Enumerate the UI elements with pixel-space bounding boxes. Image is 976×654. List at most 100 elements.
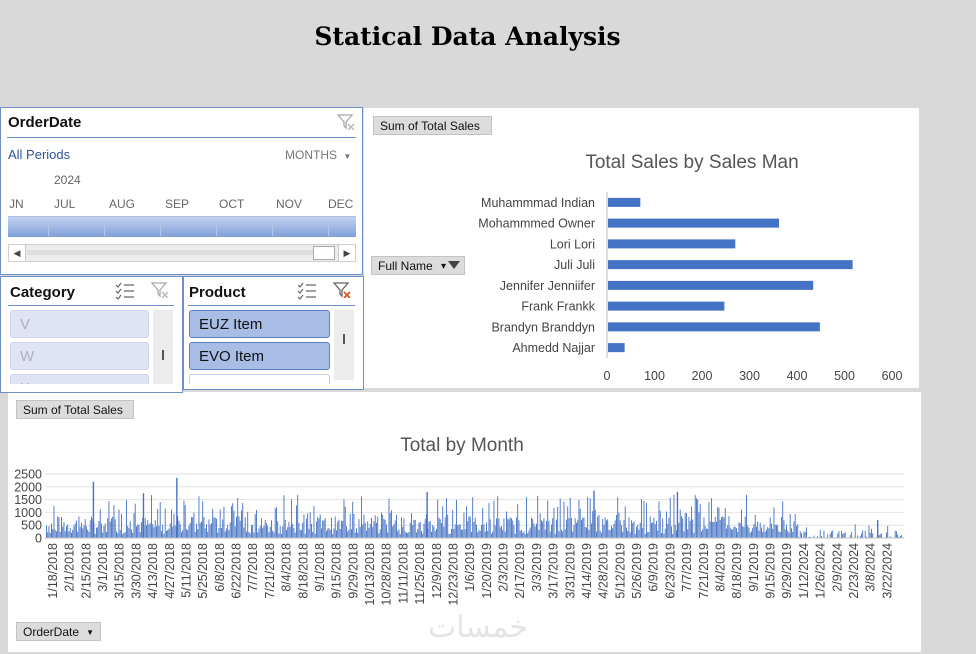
bar bbox=[282, 526, 284, 538]
bar bbox=[172, 526, 174, 538]
slicer-item[interactable]: W bbox=[10, 342, 149, 370]
sum-total-sales-field-button[interactable]: Sum of Total Sales bbox=[16, 400, 134, 419]
bar bbox=[194, 531, 196, 538]
bar bbox=[262, 527, 264, 538]
slicer-item[interactable] bbox=[189, 374, 330, 384]
bar bbox=[569, 497, 571, 538]
bar bbox=[511, 518, 512, 538]
bar bbox=[67, 524, 69, 538]
bar bbox=[549, 531, 551, 538]
bar bbox=[534, 526, 536, 538]
timeline-scrollbar[interactable]: ◀ ▶ bbox=[8, 244, 356, 262]
bar bbox=[186, 529, 187, 538]
bar bbox=[399, 534, 401, 538]
timeline-month[interactable]: DEC bbox=[328, 197, 354, 211]
bar bbox=[191, 517, 192, 538]
bar bbox=[407, 532, 409, 538]
slicer-item[interactable]: X bbox=[10, 374, 149, 384]
bar bbox=[197, 529, 199, 538]
bar bbox=[62, 526, 64, 538]
bar bbox=[666, 511, 667, 538]
bar bbox=[488, 503, 490, 538]
bar bbox=[504, 531, 506, 538]
x-tick-label: 3/31/2019 bbox=[563, 543, 577, 599]
clear-filter-icon[interactable] bbox=[337, 114, 355, 130]
bar bbox=[329, 529, 331, 538]
timeline-month[interactable]: OCT bbox=[219, 197, 245, 211]
bar bbox=[521, 529, 522, 538]
timeline-month[interactable]: SEP bbox=[165, 197, 190, 211]
multi-select-icon[interactable] bbox=[115, 282, 135, 300]
bar bbox=[734, 526, 736, 538]
full-name-field-button[interactable]: Full Name ▾ bbox=[371, 256, 465, 275]
bar bbox=[127, 526, 129, 538]
bar bbox=[377, 516, 379, 538]
bar bbox=[671, 526, 672, 538]
product-scrollbar[interactable] bbox=[334, 310, 354, 380]
scroll-thumb[interactable] bbox=[27, 250, 313, 255]
bar bbox=[376, 522, 377, 538]
scroll-right-icon[interactable]: ▶ bbox=[338, 245, 355, 261]
bar bbox=[53, 506, 55, 538]
timeline-bar[interactable] bbox=[8, 216, 356, 237]
scroll-thumb[interactable] bbox=[162, 350, 164, 360]
timeline-month[interactable]: AUG bbox=[109, 197, 136, 211]
sum-total-sales-field-button[interactable]: Sum of Total Sales bbox=[373, 116, 492, 135]
timeline-month[interactable]: JUL bbox=[54, 197, 76, 211]
x-tick-label: 9/29/2019 bbox=[780, 543, 794, 599]
clear-filter-icon[interactable] bbox=[333, 282, 351, 298]
bar bbox=[589, 498, 591, 538]
x-tick-label: 8/18/2019 bbox=[730, 543, 744, 599]
bar bbox=[223, 506, 225, 538]
bar bbox=[304, 533, 306, 538]
bar bbox=[248, 531, 250, 538]
bar bbox=[872, 533, 874, 538]
bar bbox=[579, 508, 581, 538]
scroll-left-icon[interactable]: ◀ bbox=[9, 245, 26, 261]
timeline-month[interactable]: JN bbox=[9, 197, 24, 211]
bar bbox=[154, 520, 156, 538]
bar bbox=[634, 533, 636, 538]
watermark: خمسات bbox=[428, 610, 529, 645]
timeline-month[interactable]: NOV bbox=[276, 197, 303, 211]
all-periods-link[interactable]: All Periods bbox=[8, 147, 71, 162]
bar bbox=[206, 524, 207, 538]
bar bbox=[633, 521, 635, 538]
peak-bar bbox=[593, 490, 595, 538]
time-level-dropdown[interactable]: MONTHS ▼ bbox=[285, 148, 351, 162]
bar bbox=[527, 533, 529, 538]
orderdate-field-button[interactable]: OrderDate ▼ bbox=[16, 622, 101, 641]
bar bbox=[331, 517, 332, 538]
bar bbox=[608, 197, 641, 207]
bar bbox=[166, 530, 167, 538]
bar bbox=[327, 528, 329, 538]
bar bbox=[52, 529, 54, 538]
bar bbox=[378, 533, 380, 538]
scroll-thumb[interactable] bbox=[343, 334, 345, 344]
chart-title: Total by Month bbox=[400, 435, 524, 456]
x-tick-label: 11/25/2018 bbox=[413, 543, 427, 605]
bar bbox=[371, 517, 372, 538]
bar bbox=[577, 520, 579, 538]
bar bbox=[672, 534, 674, 538]
slicer-item[interactable]: EVO Item bbox=[189, 342, 330, 370]
bar bbox=[324, 518, 326, 538]
bar bbox=[244, 517, 246, 538]
clear-filter-icon[interactable] bbox=[151, 282, 169, 298]
category-scrollbar[interactable] bbox=[153, 310, 173, 384]
scroll-thumb-handle[interactable] bbox=[313, 246, 335, 260]
bar bbox=[264, 520, 266, 538]
full-name-label: Full Name bbox=[378, 259, 433, 273]
bar bbox=[203, 516, 205, 538]
multi-select-icon[interactable] bbox=[297, 282, 317, 300]
bar bbox=[82, 528, 84, 538]
bar bbox=[99, 509, 101, 538]
category-items: V W X bbox=[10, 310, 150, 384]
bar bbox=[301, 529, 302, 538]
slicer-item[interactable]: EUZ Item bbox=[189, 310, 330, 338]
bar bbox=[604, 517, 606, 538]
bar bbox=[741, 509, 742, 538]
bar bbox=[333, 528, 335, 538]
bar bbox=[518, 520, 520, 538]
slicer-item[interactable]: V bbox=[10, 310, 149, 338]
